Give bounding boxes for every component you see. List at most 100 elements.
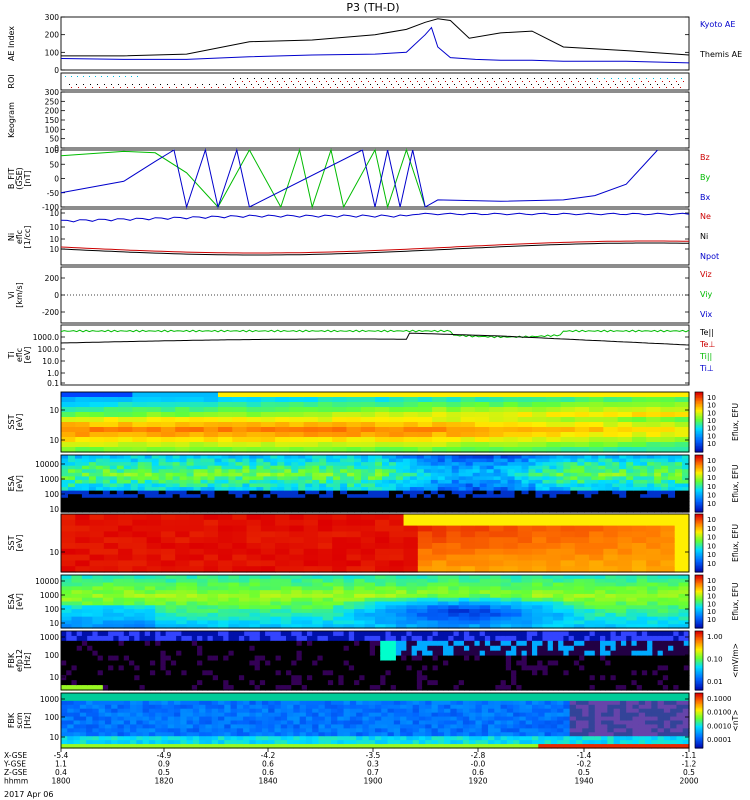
heat-cell xyxy=(460,402,476,408)
heat-cell xyxy=(160,525,176,532)
heat-cell xyxy=(360,519,376,527)
heat-cell xyxy=(81,685,88,691)
heat-cell xyxy=(589,525,604,532)
colorbar-cell xyxy=(695,564,703,567)
heat-cell xyxy=(146,392,162,398)
heat-cell xyxy=(493,476,502,481)
heat-cell xyxy=(361,483,369,488)
colorbar-label-esa2: Eflux, EFU xyxy=(731,583,740,621)
heat-cell xyxy=(446,519,462,527)
colorbar-cell xyxy=(695,456,703,459)
heat-cell xyxy=(61,487,69,492)
heat-cell xyxy=(88,494,97,499)
roi-dot xyxy=(354,81,355,82)
colorbar-cell xyxy=(695,483,703,486)
heat-cell xyxy=(87,635,93,642)
heat-cell xyxy=(388,472,397,477)
roi-dot xyxy=(669,81,670,82)
heat-cell xyxy=(322,605,334,610)
heat-cell xyxy=(605,501,613,506)
heat-cell xyxy=(301,680,308,686)
heat-cell xyxy=(118,519,133,527)
heat-cell xyxy=(221,504,230,510)
heat-cell xyxy=(584,616,596,622)
heat-cell xyxy=(640,490,648,495)
heat-cell xyxy=(256,508,264,513)
ylabel-line-ni: Ni xyxy=(7,233,16,241)
heat-cell xyxy=(116,497,125,502)
heat-cell xyxy=(270,479,278,485)
heat-cell xyxy=(675,476,683,481)
heat-cell xyxy=(149,631,156,637)
heat-cell xyxy=(189,514,205,521)
heat-cell xyxy=(437,640,444,647)
heat-cell xyxy=(232,514,248,521)
heat-cell xyxy=(260,427,276,433)
heat-cell xyxy=(615,605,627,610)
roi-dot xyxy=(331,78,332,79)
heat-cell xyxy=(514,465,523,470)
heat-cell xyxy=(270,680,277,686)
heat-cell xyxy=(102,593,114,599)
heat-cell xyxy=(284,501,292,506)
colorbar-cell xyxy=(695,449,703,452)
heat-cell xyxy=(92,655,99,662)
heat-cell xyxy=(202,631,209,637)
heat-cell xyxy=(584,612,596,618)
heat-cell xyxy=(92,620,104,625)
heat-cell xyxy=(118,402,133,408)
heat-cell xyxy=(75,442,91,448)
heat-cell xyxy=(238,675,245,681)
roi-dot xyxy=(335,84,336,85)
heat-cell xyxy=(668,605,680,610)
heat-cell xyxy=(305,497,313,502)
heat-cell xyxy=(81,665,88,671)
heat-cell xyxy=(289,525,305,532)
heat-cell xyxy=(605,497,613,502)
heat-cell xyxy=(503,417,519,423)
heat-cell xyxy=(605,462,613,467)
heat-cell xyxy=(92,582,104,587)
heat-cell xyxy=(123,675,130,681)
heat-cell xyxy=(490,660,496,667)
heat-cell xyxy=(617,566,633,573)
roi-dot xyxy=(582,87,583,88)
heat-cell xyxy=(186,501,195,506)
roi-dot xyxy=(603,87,604,88)
heat-cell xyxy=(160,635,167,642)
colorbar-cell xyxy=(695,541,703,544)
heat-cell xyxy=(249,660,256,667)
heat-cell xyxy=(390,685,397,691)
heat-cell xyxy=(460,432,476,438)
heat-cell xyxy=(218,675,224,681)
heat-cell xyxy=(368,483,376,488)
heat-cell xyxy=(118,680,125,686)
heat-cell xyxy=(144,650,151,657)
heat-cell xyxy=(437,631,444,637)
heat-cell xyxy=(189,417,205,423)
heat-cell xyxy=(369,635,376,642)
heat-cell xyxy=(81,504,90,510)
heat-cell xyxy=(469,624,481,629)
heat-cell xyxy=(326,455,334,460)
heat-cell xyxy=(348,685,355,691)
heat-cell xyxy=(81,479,90,485)
heat-cell xyxy=(228,624,240,629)
roi-dot xyxy=(111,84,112,85)
heat-cell xyxy=(202,660,209,667)
heat-cell xyxy=(660,560,676,567)
heat-cell xyxy=(270,508,278,513)
heat-cell xyxy=(149,645,156,652)
heat-cell xyxy=(451,455,460,460)
heat-cell xyxy=(244,685,250,691)
heat-cell xyxy=(422,645,428,652)
heat-cell xyxy=(165,609,177,614)
heat-cell xyxy=(542,597,554,603)
heat-cell xyxy=(144,680,151,686)
heat-cell xyxy=(116,465,125,470)
roi-dot xyxy=(247,78,248,79)
heat-cell xyxy=(500,640,507,647)
heat-cell xyxy=(291,469,299,474)
heat-cell xyxy=(228,616,240,622)
heat-cell xyxy=(340,465,348,470)
